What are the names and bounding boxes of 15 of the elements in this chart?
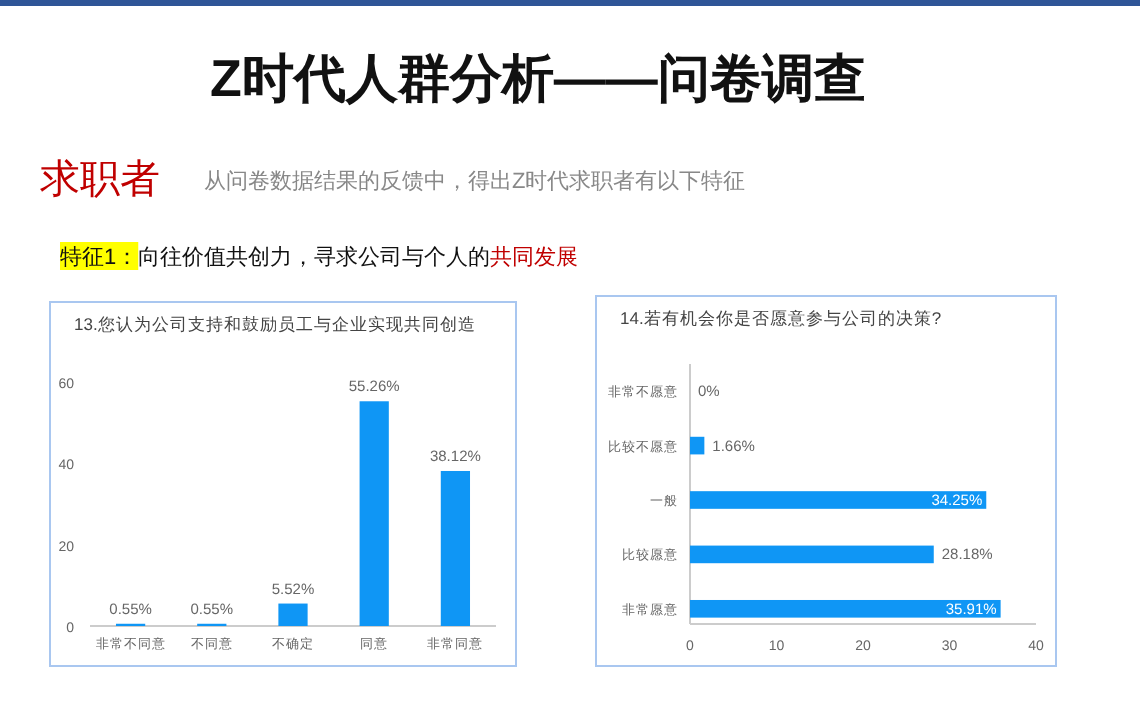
chart-title: 14.若有机会你是否愿意参与公司的决策? xyxy=(620,308,942,328)
bar xyxy=(359,401,389,626)
text: 共同发展 xyxy=(490,244,579,270)
text: Z时代人群分析——问卷调查 xyxy=(210,48,866,108)
bar xyxy=(690,436,705,455)
bar xyxy=(690,491,987,509)
text: 求职者 xyxy=(40,158,160,202)
chart-title: 13.您认为公司支持和鼓励员工与企业实现共同创造 xyxy=(74,314,476,334)
bar xyxy=(690,599,1001,618)
text: 向往价值共创力，寻求公司与个人的 xyxy=(138,244,491,270)
bar xyxy=(278,603,308,626)
bar xyxy=(690,545,934,564)
bar xyxy=(440,470,471,626)
text: 特征1： xyxy=(60,246,139,270)
text: 从问卷数据结果的反馈中，得出Z时代求职者有以下特征 xyxy=(204,168,746,194)
